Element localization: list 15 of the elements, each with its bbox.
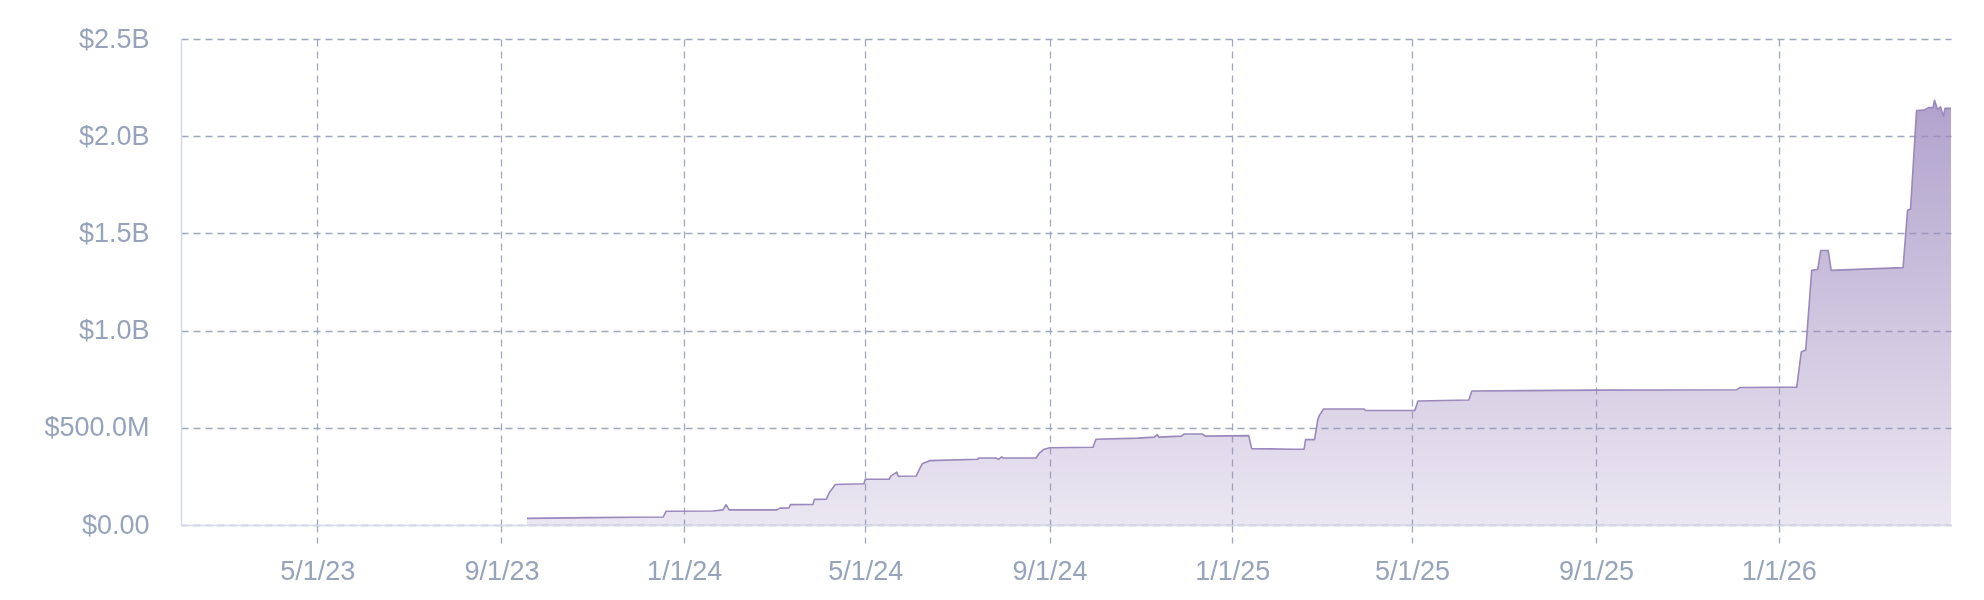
x-tick-label: 5/1/23 (280, 555, 356, 586)
x-tick-label: 9/1/24 (1012, 555, 1088, 586)
x-tick-label: 1/1/24 (647, 555, 723, 586)
x-tick-label: 1/1/26 (1741, 555, 1817, 586)
y-tick-label: $0.00 (81, 509, 150, 540)
y-tick-label: $1.0B (78, 315, 150, 346)
y-tick-label: $1.5B (78, 217, 150, 248)
x-tick-label: 1/1/25 (1195, 555, 1271, 586)
x-tick-label: 5/1/25 (1374, 555, 1450, 586)
y-tick-label: $500.0M (44, 412, 150, 443)
x-tick-label: 9/1/25 (1559, 555, 1635, 586)
x-tick-label: 5/1/24 (828, 555, 904, 586)
y-tick-label: $2.0B (78, 120, 150, 151)
x-tick-label: 9/1/23 (464, 555, 540, 586)
y-tick-label: $2.5B (78, 23, 150, 54)
